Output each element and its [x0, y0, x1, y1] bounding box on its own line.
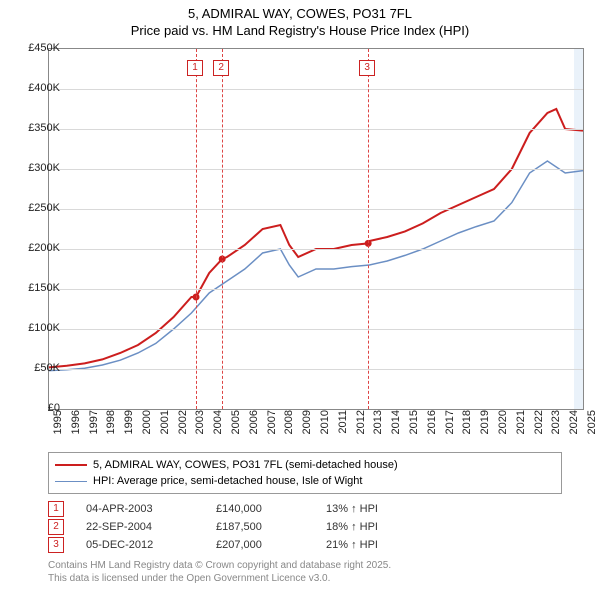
chart-container: 5, ADMIRAL WAY, COWES, PO31 7FL Price pa… — [0, 0, 600, 590]
x-axis-label: 2012 — [355, 410, 367, 444]
y-axis-label: £50K — [16, 362, 60, 374]
sales-table: 1 04-APR-2003£140,00013% ↑ HPI 2 22-SEP-200… — [48, 500, 436, 554]
gridline — [49, 169, 583, 170]
x-axis-label: 1995 — [52, 410, 64, 444]
x-axis-label: 2001 — [159, 410, 171, 444]
gridline — [49, 89, 583, 90]
x-axis-label: 2025 — [586, 410, 598, 444]
sale-row-price: £207,000 — [216, 539, 326, 551]
sale-row-marker: 2 — [48, 519, 64, 535]
gridline — [49, 249, 583, 250]
y-axis-label: £350K — [16, 122, 60, 134]
sale-row-date: 04-APR-2003 — [86, 503, 216, 515]
x-axis-label: 2004 — [212, 410, 224, 444]
sale-row: 2 22-SEP-2004£187,50018% ↑ HPI — [48, 518, 436, 536]
x-axis-label: 1998 — [105, 410, 117, 444]
title-address: 5, ADMIRAL WAY, COWES, PO31 7FL — [0, 6, 600, 23]
x-axis-label: 2003 — [194, 410, 206, 444]
series-hpi — [49, 161, 583, 371]
x-axis-label: 2024 — [568, 410, 580, 444]
x-axis-label: 2010 — [319, 410, 331, 444]
sale-row-marker: 1 — [48, 501, 64, 517]
sale-vertical-line — [222, 49, 223, 409]
x-axis-label: 2005 — [230, 410, 242, 444]
gridline — [49, 289, 583, 290]
x-axis-label: 2022 — [533, 410, 545, 444]
x-axis-label: 2023 — [550, 410, 562, 444]
x-axis-label: 2009 — [301, 410, 313, 444]
y-axis-label: £200K — [16, 242, 60, 254]
y-axis-label: £450K — [16, 42, 60, 54]
x-axis-label: 2011 — [337, 410, 349, 444]
x-axis-label: 2021 — [515, 410, 527, 444]
title-block: 5, ADMIRAL WAY, COWES, PO31 7FL Price pa… — [0, 0, 600, 40]
x-axis-label: 2008 — [283, 410, 295, 444]
x-axis-label: 2018 — [461, 410, 473, 444]
y-axis-label: £100K — [16, 322, 60, 334]
gridline — [49, 129, 583, 130]
sale-vertical-line — [196, 49, 197, 409]
y-axis-label: £300K — [16, 162, 60, 174]
x-axis-label: 1996 — [70, 410, 82, 444]
x-axis-label: 1997 — [88, 410, 100, 444]
footer-line2: This data is licensed under the Open Gov… — [48, 573, 391, 586]
x-axis-label: 2017 — [444, 410, 456, 444]
sale-row-date: 05-DEC-2012 — [86, 539, 216, 551]
footer-attribution: Contains HM Land Registry data © Crown c… — [48, 560, 391, 585]
gridline — [49, 209, 583, 210]
legend-swatch — [55, 481, 87, 482]
x-axis-label: 2020 — [497, 410, 509, 444]
sale-row-delta: 18% ↑ HPI — [326, 521, 436, 533]
x-axis-label: 2014 — [390, 410, 402, 444]
sale-vertical-line — [368, 49, 369, 409]
sale-row-delta: 21% ↑ HPI — [326, 539, 436, 551]
x-axis-label: 2013 — [372, 410, 384, 444]
x-axis-label: 2015 — [408, 410, 420, 444]
chart-svg — [49, 49, 583, 409]
legend-label: HPI: Average price, semi-detached house,… — [93, 475, 362, 487]
chart-plot-area — [48, 48, 584, 410]
x-axis-label: 2019 — [479, 410, 491, 444]
sale-marker: 1 — [187, 60, 203, 76]
legend-row: HPI: Average price, semi-detached house,… — [55, 473, 555, 489]
y-axis-label: £150K — [16, 282, 60, 294]
legend-swatch — [55, 464, 87, 466]
x-axis-label: 2000 — [141, 410, 153, 444]
x-axis-label: 2006 — [248, 410, 260, 444]
footer-line1: Contains HM Land Registry data © Crown c… — [48, 560, 391, 573]
sale-row-price: £140,000 — [216, 503, 326, 515]
x-axis-label: 2002 — [177, 410, 189, 444]
title-subtitle: Price paid vs. HM Land Registry's House … — [0, 23, 600, 40]
sale-row: 1 04-APR-2003£140,00013% ↑ HPI — [48, 500, 436, 518]
legend-box: 5, ADMIRAL WAY, COWES, PO31 7FL (semi-de… — [48, 452, 562, 494]
sale-row-date: 22-SEP-2004 — [86, 521, 216, 533]
y-axis-label: £250K — [16, 202, 60, 214]
legend-label: 5, ADMIRAL WAY, COWES, PO31 7FL (semi-de… — [93, 459, 398, 471]
sale-marker: 2 — [213, 60, 229, 76]
sale-row-price: £187,500 — [216, 521, 326, 533]
sale-row: 3 05-DEC-2012£207,00021% ↑ HPI — [48, 536, 436, 554]
x-axis-label: 2016 — [426, 410, 438, 444]
legend-row: 5, ADMIRAL WAY, COWES, PO31 7FL (semi-de… — [55, 457, 555, 473]
x-axis-label: 2007 — [266, 410, 278, 444]
y-axis-label: £400K — [16, 82, 60, 94]
sale-marker: 3 — [359, 60, 375, 76]
sale-row-delta: 13% ↑ HPI — [326, 503, 436, 515]
sale-row-marker: 3 — [48, 537, 64, 553]
gridline — [49, 329, 583, 330]
gridline — [49, 369, 583, 370]
x-axis-label: 1999 — [123, 410, 135, 444]
